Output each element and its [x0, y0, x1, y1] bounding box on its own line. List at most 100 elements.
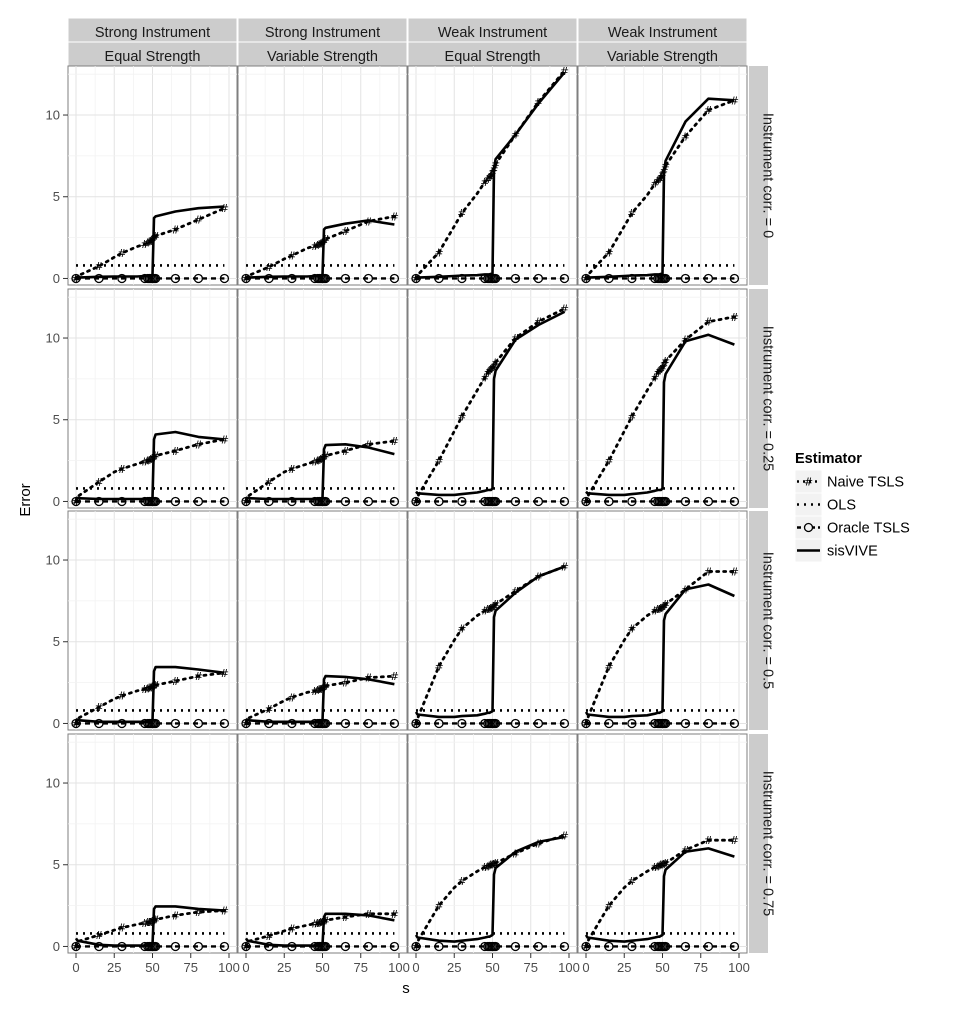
row-strip-label: Instrument corr. = 0.5 [760, 552, 776, 689]
oracle-tsls-point [559, 718, 570, 729]
x-tick-label: 25 [277, 960, 291, 975]
oracle-tsls-point [193, 273, 204, 284]
oracle-tsls-point [457, 718, 467, 729]
y-tick-label: 5 [53, 189, 60, 204]
naive-tsls-point: # [658, 168, 667, 181]
oracle-tsls-point [581, 273, 591, 284]
facet-panel: ############# [577, 733, 748, 954]
x-tick-label: 0 [582, 960, 589, 975]
column-strip-label: Strong Instrument [265, 25, 380, 41]
naive-tsls-point: # [241, 272, 250, 285]
naive-tsls-point: # [321, 233, 330, 246]
y-tick-label: 0 [53, 716, 60, 731]
x-tick-label: 0 [72, 960, 79, 975]
oracle-tsls-point [434, 273, 444, 284]
naive-tsls-point: # [560, 303, 569, 316]
naive-tsls-point: # [411, 940, 420, 953]
naive-tsls-point: # [94, 929, 103, 942]
oracle-tsls-point [680, 718, 691, 729]
oracle-tsls-point [533, 718, 544, 729]
naive-tsls-series-line [584, 570, 736, 725]
naive-tsls-point: # [287, 463, 296, 476]
naive-tsls-point: # [704, 104, 713, 117]
y-tick-label: 5 [53, 412, 60, 427]
oracle-tsls-point [434, 941, 444, 952]
naive-tsls-point: # [488, 166, 497, 179]
x-tick-label: 75 [184, 960, 198, 975]
naive-tsls-point: # [140, 917, 149, 930]
x-tick-label: 50 [655, 960, 669, 975]
naive-tsls-point: # [581, 717, 590, 730]
naive-tsls-point: # [491, 158, 500, 171]
naive-tsls-point: # [313, 917, 322, 930]
naive-tsls-point: # [313, 455, 322, 468]
oracle-tsls-point [241, 496, 251, 507]
naive-tsls-point: # [457, 207, 466, 220]
naive-tsls-series-line [244, 912, 396, 948]
naive-tsls-point: # [220, 905, 229, 918]
facet-panel: ############# [407, 288, 578, 509]
column-strip-label: Weak Instrument [608, 25, 717, 41]
oracle-tsls-point [627, 273, 637, 284]
oracle-tsls-point [510, 496, 521, 507]
facet-panels: ######################### ###############… [67, 65, 748, 954]
naive-tsls-point: # [151, 679, 160, 692]
naive-tsls-point: # [704, 834, 713, 847]
naive-tsls-point: # [194, 906, 203, 919]
naive-tsls-point: # [149, 680, 158, 693]
naive-tsls-point: # [659, 358, 668, 371]
oracle-tsls-point [660, 496, 671, 507]
naive-tsls-point: # [364, 215, 373, 228]
row-strip [749, 511, 768, 730]
naive-tsls-point: # [316, 683, 325, 696]
oracle-tsls-point [340, 273, 351, 284]
naive-tsls-point: # [390, 670, 399, 683]
naive-tsls-point: # [534, 570, 543, 583]
oracle-tsls-point [150, 273, 161, 284]
naive-tsls-point: # [604, 455, 613, 468]
naive-tsls-point: # [94, 701, 103, 714]
x-tick-label: 50 [485, 960, 499, 975]
oracle-tsls-point [170, 941, 181, 952]
naive-tsls-point: # [604, 660, 613, 673]
naive-tsls-point: # [151, 913, 160, 926]
oracle-tsls-point [340, 718, 351, 729]
oracle-tsls-point [170, 718, 181, 729]
x-tick-label: 25 [447, 960, 461, 975]
oracle-tsls-point [581, 941, 591, 952]
naive-tsls-point: # [319, 915, 328, 928]
legend-label: OLS [827, 498, 856, 514]
column-strip-top [237, 17, 408, 43]
naive-tsls-series-line [74, 206, 226, 280]
naive-tsls-point: # [491, 598, 500, 611]
naive-tsls-point: # [434, 900, 443, 913]
oracle-tsls-point [241, 273, 251, 284]
oracle-tsls-point [604, 273, 614, 284]
naive-tsls-point: # [315, 454, 324, 467]
naive-tsls-point: # [364, 908, 373, 921]
oracle-tsls-point [434, 496, 444, 507]
naive-tsls-point: # [488, 859, 497, 872]
oracle-tsls-point [510, 718, 521, 729]
naive-tsls-point: # [117, 463, 126, 476]
naive-tsls-point: # [488, 601, 497, 614]
naive-tsls-point: # [656, 859, 665, 872]
naive-tsls-point: # [627, 410, 636, 423]
naive-tsls-point: # [171, 909, 180, 922]
naive-tsls-point: # [194, 670, 203, 683]
naive-tsls-point: # [287, 250, 296, 263]
naive-tsls-point: # [145, 916, 154, 929]
naive-tsls-point: # [655, 173, 664, 186]
naive-tsls-point: # [117, 922, 126, 935]
naive-tsls-point: # [220, 667, 229, 680]
y-tick-label: 10 [46, 776, 60, 791]
naive-tsls-point: # [488, 361, 497, 374]
naive-tsls-point: # [480, 176, 489, 189]
x-tick-label: 50 [145, 960, 159, 975]
naive-tsls-point: # [655, 365, 664, 378]
oracle-tsls-point [363, 496, 374, 507]
naive-tsls-point: # [627, 623, 636, 636]
naive-tsls-point: # [149, 232, 158, 245]
column-strip-bottom [237, 41, 408, 67]
naive-tsls-point: # [220, 433, 229, 446]
